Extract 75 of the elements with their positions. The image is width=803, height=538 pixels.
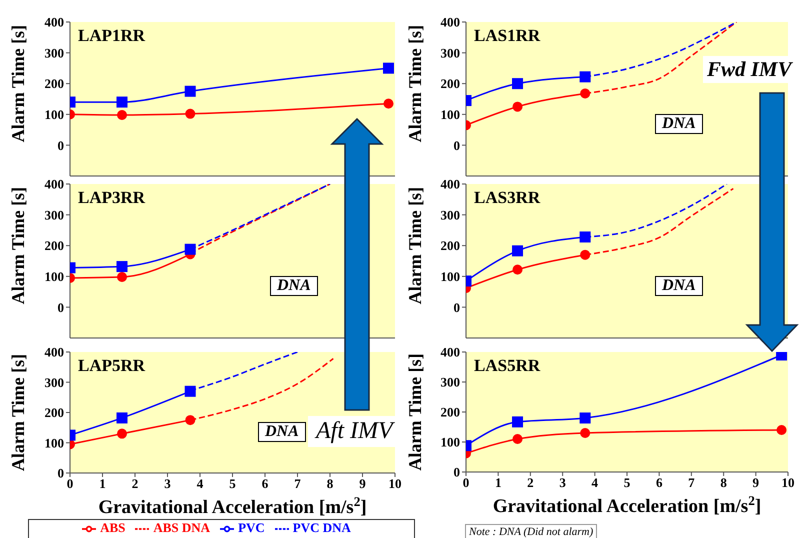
x-tick-label: 6 xyxy=(262,476,269,492)
y-tick-label: 400 xyxy=(44,176,64,192)
y-tick-label: 200 xyxy=(440,404,460,420)
y-tick-label: 200 xyxy=(440,238,460,254)
y-tick-label: 0 xyxy=(454,138,460,153)
chart-title: LAP5RR xyxy=(78,356,146,376)
x-axis-title: Gravitational Acceleration [m/s$^{2}$] xyxy=(98,494,367,518)
y-axis-title: Alarm Time [s] xyxy=(8,24,28,142)
chart-title: LAP3RR xyxy=(78,188,146,208)
y-tick-label: 100 xyxy=(44,269,64,284)
y-tick-label: 100 xyxy=(440,269,460,284)
legend-label: PVC DNA xyxy=(292,520,351,535)
annotation: Aft IMV xyxy=(308,416,401,447)
y-tick-label: 300 xyxy=(44,207,64,222)
y-tick-label: 300 xyxy=(440,374,460,390)
y-tick-label: 200 xyxy=(44,238,64,254)
chart-title: LAS3RR xyxy=(474,188,540,208)
x-tick-label: 4 xyxy=(196,476,204,492)
x-tick-label: 1 xyxy=(99,476,106,492)
y-tick-label: 0 xyxy=(58,466,64,481)
x-tick-label: 8 xyxy=(326,476,334,492)
y-axis-title: Alarm Time [s] xyxy=(8,186,28,304)
y-tick-label: 400 xyxy=(44,14,64,30)
annotation: DNA xyxy=(655,114,703,134)
chart-title: LAP1RR xyxy=(78,26,146,46)
annotation: DNA xyxy=(655,276,703,296)
y-tick-label: 0 xyxy=(58,300,64,315)
y-axis-title: Alarm Time [s] xyxy=(405,24,425,142)
y-axis-title: Alarm Time [s] xyxy=(8,354,28,472)
x-tick-label: 9 xyxy=(752,475,760,490)
annotation: DNA xyxy=(270,276,318,296)
x-tick-label: 3 xyxy=(164,476,172,492)
y-tick-label: 400 xyxy=(44,344,64,360)
x-tick-label: 10 xyxy=(388,476,402,492)
y-tick-label: 200 xyxy=(44,405,64,420)
y-tick-label: 100 xyxy=(440,107,460,122)
y-axis-title: Alarm Time [s] xyxy=(405,353,425,471)
y-tick-label: 400 xyxy=(440,176,460,192)
x-tick-label: 9 xyxy=(359,476,366,492)
y-tick-label: 200 xyxy=(44,76,64,92)
x-tick-label: 10 xyxy=(782,475,794,490)
y-tick-label: 300 xyxy=(44,45,64,60)
x-tick-label: 7 xyxy=(688,475,696,490)
chart-title: LAS5RR xyxy=(474,356,540,376)
y-tick-label: 0 xyxy=(58,138,64,153)
x-tick-label: 3 xyxy=(559,475,566,490)
x-tick-label: 2 xyxy=(527,475,534,490)
legend-label: PVC xyxy=(238,520,265,535)
y-tick-label: 0 xyxy=(454,300,460,315)
annotation: Fwd IMV xyxy=(703,56,796,83)
y-tick-label: 300 xyxy=(44,374,64,390)
x-tick-label: 1 xyxy=(494,475,502,490)
x-tick-label: 6 xyxy=(656,475,663,490)
y-tick-label: 400 xyxy=(440,344,460,360)
y-tick-label: 300 xyxy=(440,207,460,222)
y-tick-label: 200 xyxy=(440,76,460,92)
y-tick-label: 300 xyxy=(440,45,460,60)
x-tick-label: 5 xyxy=(624,475,631,490)
y-axis-title: Alarm Time [s] xyxy=(405,186,425,304)
x-tick-label: 7 xyxy=(294,476,302,492)
x-axis-title: Gravitational Acceleration [m/s$^{2}$] xyxy=(492,492,762,517)
y-tick-label: 100 xyxy=(440,434,460,450)
y-tick-label: 400 xyxy=(440,14,460,30)
text: Note : DNA (Did not alarm) xyxy=(465,524,598,538)
annotation: DNA xyxy=(258,422,306,442)
y-tick-label: 0 xyxy=(454,464,460,480)
x-tick-label: 8 xyxy=(720,475,728,490)
x-tick-label: 5 xyxy=(229,476,236,492)
chart-title: LAS1RR xyxy=(474,26,540,46)
legend-label: ABS DNA xyxy=(153,520,210,535)
x-tick-label: 4 xyxy=(592,475,599,490)
legend-label: ABS xyxy=(100,520,126,535)
y-tick-label: 100 xyxy=(44,435,64,450)
x-tick-label: 2 xyxy=(132,476,138,492)
y-tick-label: 100 xyxy=(44,107,64,122)
